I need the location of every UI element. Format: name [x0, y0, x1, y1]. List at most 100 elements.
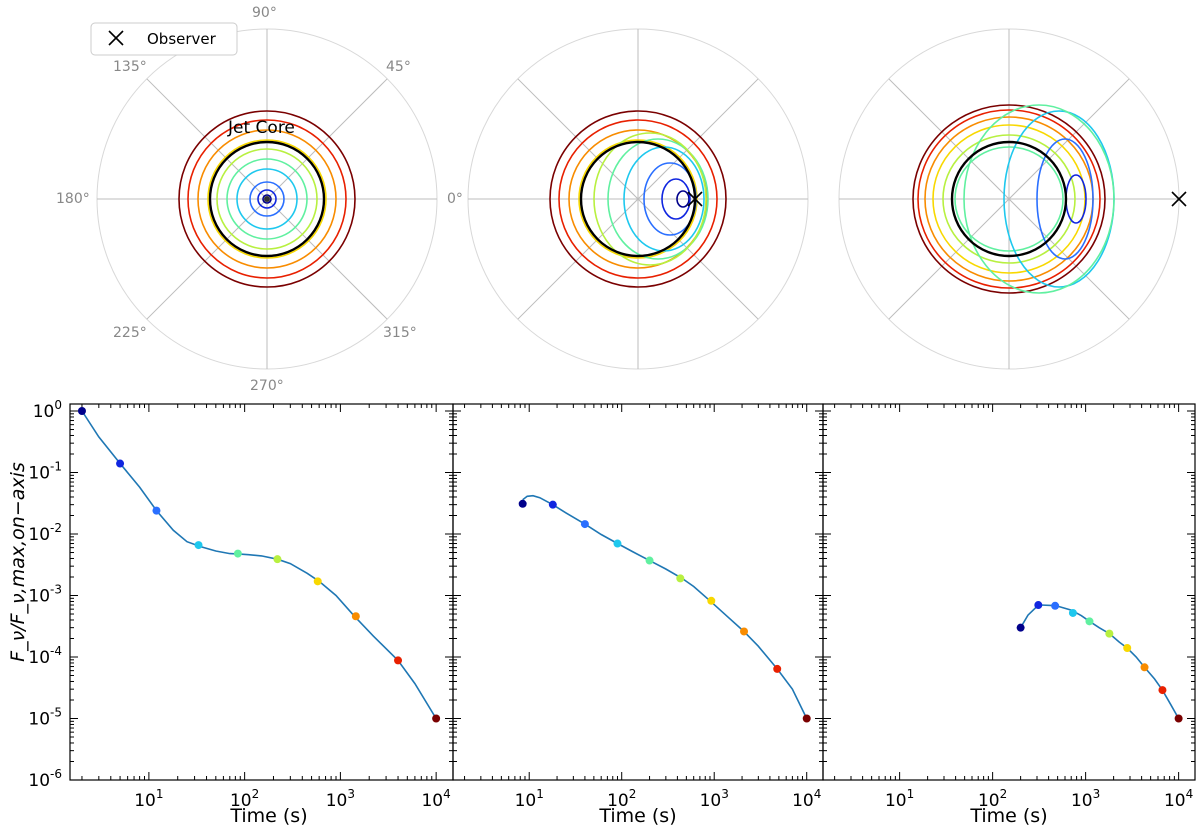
plot-frame [822, 403, 1196, 781]
light-curve-point [152, 506, 161, 515]
x-marker-icon [108, 30, 124, 46]
y-tick-label: 10-5 [28, 706, 62, 730]
light-curve-point [1158, 686, 1167, 695]
contour-ring [257, 189, 277, 209]
contour-ring [197, 129, 337, 269]
contour-ring [912, 104, 1106, 294]
contour-ring [932, 124, 1086, 274]
x-tick-label: 102 [978, 787, 1007, 811]
contour-ring [262, 194, 272, 204]
legend-frame [90, 22, 238, 56]
angle-label-135: 135° [113, 59, 147, 75]
light-curve-point [676, 574, 685, 583]
polar-panel-right [838, 28, 1180, 370]
x-tick-label: 104 [1164, 787, 1193, 811]
light-curve-point [432, 714, 441, 723]
y-tick-label: 10-2 [28, 521, 62, 545]
light-curve-point [1085, 617, 1094, 626]
light-curve-panel-right: 101 102 103 104 [822, 403, 1196, 811]
plot-frame [69, 403, 454, 781]
contour-ring [568, 129, 708, 269]
light-curve-point [740, 627, 749, 636]
light-curve-point [233, 549, 242, 558]
contour-ring [549, 110, 727, 288]
light-curve-point [548, 500, 557, 509]
light-curve-line [81, 410, 437, 719]
angle-label-270: 270° [250, 378, 284, 394]
x-tick-label: 102 [230, 787, 259, 811]
angle-label-180: 180° [56, 191, 90, 207]
polar-spoke [888, 78, 1130, 320]
light-curve-point [394, 656, 403, 665]
contour-ring [207, 139, 327, 259]
light-curve-point [1140, 663, 1149, 672]
light-curve-point [313, 577, 322, 586]
light-curve-point [645, 556, 654, 565]
jet-core-annotation: Jet Core [227, 118, 295, 138]
contour-ring [963, 104, 1115, 294]
angle-label-0: 0° [447, 191, 463, 207]
x-tick-label: 103 [326, 787, 355, 811]
contour-ring [593, 132, 707, 266]
contour-ring [917, 109, 1101, 289]
angle-label-90: 90° [252, 5, 277, 21]
observer-marker-right [1171, 191, 1187, 207]
contour-ring [558, 119, 718, 279]
contour-ring [607, 138, 709, 260]
contour-ring [942, 134, 1076, 264]
light-curve-point [773, 664, 782, 673]
light-curve-point [518, 499, 527, 508]
light-curve-panel-left: 101 102 103 104 100 10-1 10-2 10-3 10-4 10-5 10-6 [28, 398, 454, 811]
light-curve-point [613, 539, 622, 548]
x-axis-label-right: Time (s) [969, 805, 1047, 827]
light-curve-panel-middle: 101 102 103 104 [452, 403, 824, 811]
angle-label-315: 315° [383, 325, 417, 341]
y-tick-label: 10-3 [28, 583, 62, 607]
contour-ring [954, 146, 1064, 252]
light-curve-point [1016, 623, 1025, 632]
light-curve-point [707, 596, 716, 605]
light-curve-point [1034, 601, 1043, 610]
contour-ring [661, 178, 691, 220]
x-tick-label: 103 [1071, 787, 1100, 811]
y-axis-label: F_ν/F_ν,max,on−axis [7, 462, 29, 662]
light-curve-point [1051, 601, 1060, 610]
light-curve-point [1123, 644, 1132, 653]
y-tick-label: 100 [33, 398, 62, 422]
x-tick-label: 101 [885, 787, 914, 811]
y-tick-label: 10-6 [28, 767, 62, 791]
contour-ring [676, 190, 690, 208]
y-tick-label: 10-4 [28, 644, 62, 668]
contour-ring [249, 181, 285, 217]
legend: Observer [90, 22, 238, 56]
contour-ring [236, 168, 298, 230]
light-curve-point [1174, 714, 1183, 723]
polar-panel-middle [467, 28, 809, 370]
x-tick-label: 101 [134, 787, 163, 811]
x-tick-label: 103 [700, 787, 729, 811]
light-curve-line [1019, 604, 1180, 719]
y-tick-label: 10-1 [28, 460, 62, 484]
legend-label: Observer [147, 30, 217, 48]
contour-ring [216, 148, 318, 250]
x-tick-label: 101 [515, 787, 544, 811]
contour-ring [178, 110, 356, 288]
polar-angle-labels: 0° 45° 90° 135° 180° 225° 270° 315° [56, 5, 463, 394]
light-curve-point [351, 612, 360, 621]
light-curve-point [802, 714, 811, 723]
contour-ring [578, 139, 698, 259]
x-tick-label: 102 [607, 787, 636, 811]
plot-frame [452, 403, 824, 781]
jet-core-circle [208, 140, 326, 258]
center-dot [264, 196, 270, 202]
x-axis-label-middle: Time (s) [598, 805, 676, 827]
light-curve-point [580, 520, 589, 529]
contour-ring [1036, 138, 1094, 260]
light-curve-line [522, 494, 808, 719]
angle-label-45: 45° [386, 59, 411, 75]
polar-panel-left [96, 28, 438, 370]
x-axis-label-left: Time (s) [229, 805, 307, 827]
observer-marker-middle [687, 191, 703, 207]
